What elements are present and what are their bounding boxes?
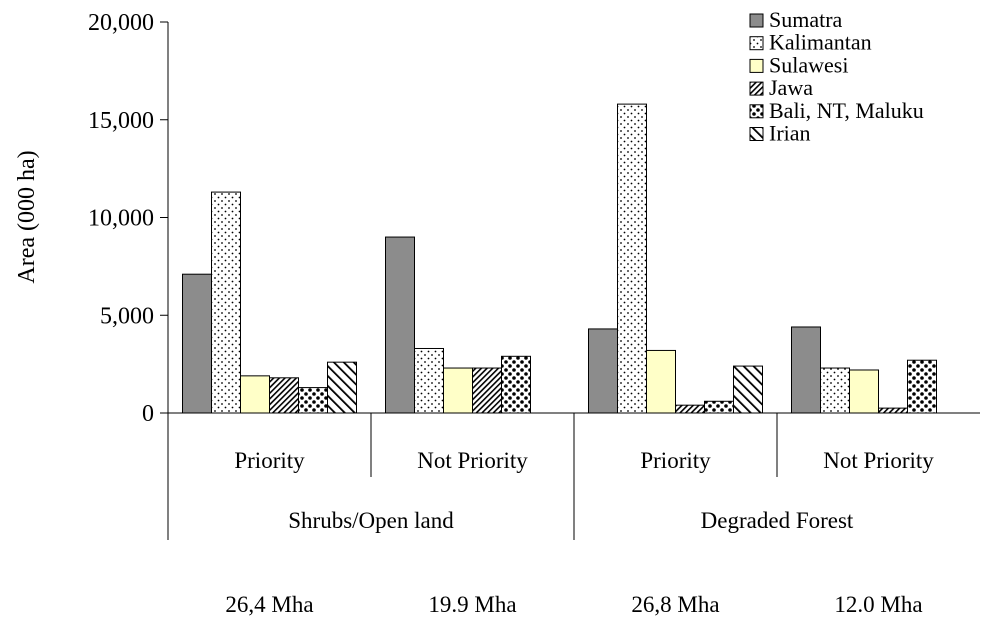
bar-sulawesi-3 — [849, 369, 879, 414]
bar-bali-nt-maluku-3 — [907, 359, 937, 414]
group-label: Degraded Forest — [701, 508, 854, 533]
legend-label: Sumatra — [769, 7, 843, 32]
legend-swatch — [749, 13, 764, 28]
category-label: Not Priority — [417, 448, 528, 473]
legend-label: Kalimantan — [769, 30, 872, 55]
bar-jawa-3 — [878, 407, 908, 414]
legend-swatch — [749, 58, 764, 73]
category-label: Priority — [640, 448, 711, 473]
bar-kalimantan-1 — [414, 347, 444, 414]
bar-kalimantan-3 — [820, 367, 850, 414]
total-label: 26,4 Mha — [225, 592, 313, 617]
group-label: Shrubs/Open land — [288, 508, 454, 533]
bar-sumatra-1 — [385, 236, 415, 414]
bar-jawa-1 — [472, 367, 502, 414]
bar-bali-nt-maluku-2 — [704, 400, 734, 414]
bar-jawa-0 — [269, 377, 299, 414]
total-label: 12.0 Mha — [834, 592, 922, 617]
legend-swatch — [749, 104, 764, 119]
y-tick-label: 5,000 — [100, 303, 154, 329]
bar-irian-0 — [327, 361, 357, 414]
bar-sulawesi-1 — [443, 367, 473, 414]
bar-sulawesi-0 — [240, 375, 270, 414]
y-tick-label: 20,000 — [88, 10, 154, 36]
legend-swatch — [749, 81, 764, 96]
bar-sumatra-3 — [791, 326, 821, 414]
legend-label: Bali, NT, Maluku — [769, 98, 924, 123]
legend-swatch — [749, 127, 764, 141]
legend-label: Jawa — [769, 75, 813, 100]
bar-jawa-2 — [675, 404, 705, 414]
total-label: 26,8 Mha — [631, 592, 719, 617]
bar-sumatra-2 — [588, 328, 618, 414]
total-label: 19.9 Mha — [428, 592, 516, 617]
y-axis-title: Area (000 ha) — [14, 150, 40, 283]
bar-kalimantan-2 — [617, 103, 647, 414]
legend-label: Sulawesi — [769, 52, 848, 77]
bar-sumatra-0 — [182, 273, 212, 414]
bar-kalimantan-0 — [211, 191, 241, 414]
y-tick-label: 10,000 — [88, 206, 154, 232]
category-label: Priority — [234, 448, 305, 473]
bar-irian-2 — [733, 365, 763, 414]
legend-label: Irian — [769, 121, 811, 146]
y-tick-label: 0 — [142, 401, 154, 427]
bar-bali-nt-maluku-0 — [298, 387, 328, 414]
category-label: Not Priority — [823, 448, 934, 473]
bar-bali-nt-maluku-1 — [501, 355, 531, 414]
legend-swatch — [749, 36, 764, 51]
bar-sulawesi-2 — [646, 349, 676, 414]
y-tick-label: 15,000 — [88, 108, 154, 134]
